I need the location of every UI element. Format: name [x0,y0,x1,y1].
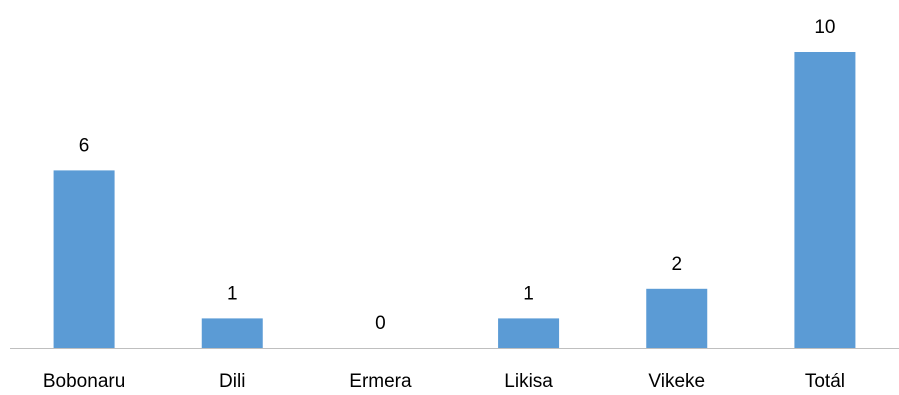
x-tick-label-likisa: Likisa [504,371,553,390]
data-label-likisa: 1 [523,283,534,304]
x-tick-label-ermera: Ermera [349,371,412,390]
x-tick-label-vikeke: Vikeke [648,371,705,390]
x-tick-label-dili: Dili [219,371,245,390]
bar-likisa [498,318,560,348]
data-label-totál: 10 [814,17,835,38]
data-label-vikeke: 2 [671,254,682,275]
bar-totál [794,52,856,348]
bar-dili [201,318,263,348]
data-label-dili: 1 [227,283,238,304]
x-tick-label-totál: Totál [805,371,845,390]
bar-vikeke [646,288,708,348]
x-tick-labels-layer: Bobonaru Dili Ermera Likisa Vikeke Totál [43,371,845,392]
x-tick-label-bobonaru: Bobonaru [43,371,125,390]
bar-bobonaru [53,170,115,348]
data-label-bobonaru: 6 [79,135,90,156]
data-label-ermera: 0 [375,313,386,334]
bars-layer [53,52,856,348]
